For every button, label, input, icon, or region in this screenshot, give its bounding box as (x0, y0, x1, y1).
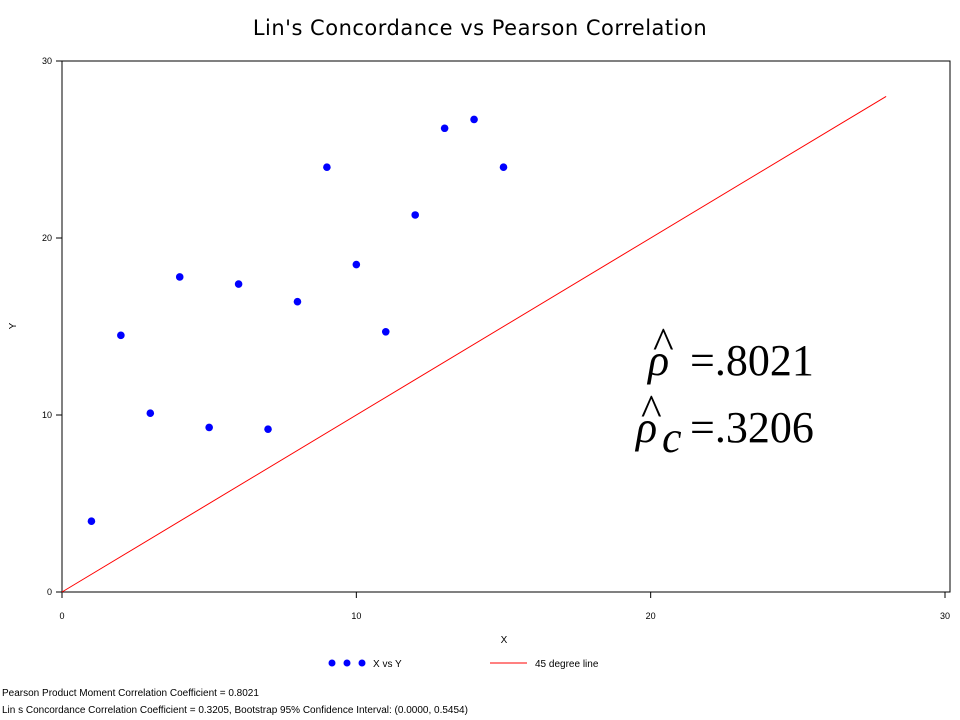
data-point (293, 297, 302, 306)
x-tick-label: 30 (940, 611, 950, 621)
y-tick-label: 10 (42, 410, 52, 420)
legend-point-marker (343, 659, 351, 667)
series-layer (61, 95, 887, 593)
pearson-annotation: ρ ^ =.8021 (646, 319, 814, 385)
x-tick-label: 0 (59, 611, 64, 621)
lin-footnote: Lin s Concordance Correlation Coefficien… (2, 705, 468, 716)
data-point (323, 163, 331, 171)
data-point (175, 273, 184, 281)
pearson-hat: ^ (653, 319, 674, 368)
data-point (470, 115, 478, 124)
legend-label-points: X vs Y (373, 659, 402, 670)
lin-symbol: ρ (634, 403, 657, 452)
pearson-value: =.8021 (690, 336, 814, 385)
reference-line-45-degree (61, 95, 887, 593)
legend-point-marker (328, 659, 336, 667)
pearson-symbol: ρ (646, 336, 669, 385)
data-point (352, 260, 361, 269)
data-point (146, 409, 155, 418)
data-point (234, 280, 243, 288)
data-point (381, 328, 390, 336)
data-point (411, 211, 420, 219)
lin-subscript: c (662, 413, 682, 462)
x-axis-label: X (501, 635, 508, 646)
data-point (205, 423, 213, 432)
lin-annotation: ρ ^ c =.3206 (634, 386, 814, 462)
y-tick-label: 0 (47, 587, 52, 597)
data-point (87, 517, 96, 525)
y-axis-label: Y (8, 322, 19, 329)
pearson-footnote: Pearson Product Moment Correlation Coeff… (2, 688, 259, 699)
data-point (117, 331, 125, 340)
plot-frame (61, 60, 951, 593)
y-tick-label: 20 (42, 233, 52, 243)
y-axis-ticks: 0 10 20 30 (42, 56, 62, 597)
data-point (499, 163, 508, 171)
x-axis-ticks: 0 10 20 30 (59, 592, 950, 621)
legend-point-marker (358, 659, 366, 667)
legend-label-line: 45 degree line (535, 659, 599, 670)
x-tick-label: 20 (646, 611, 656, 621)
y-tick-label: 30 (42, 56, 52, 66)
legend: X vs Y 45 degree line (328, 659, 599, 670)
lin-value: =.3206 (690, 403, 814, 452)
lin-hat: ^ (641, 386, 662, 435)
data-point (440, 124, 449, 133)
data-point (264, 425, 272, 433)
x-tick-label: 10 (351, 611, 361, 621)
chart-title: Lin's Concordance vs Pearson Correlation (252, 16, 708, 40)
